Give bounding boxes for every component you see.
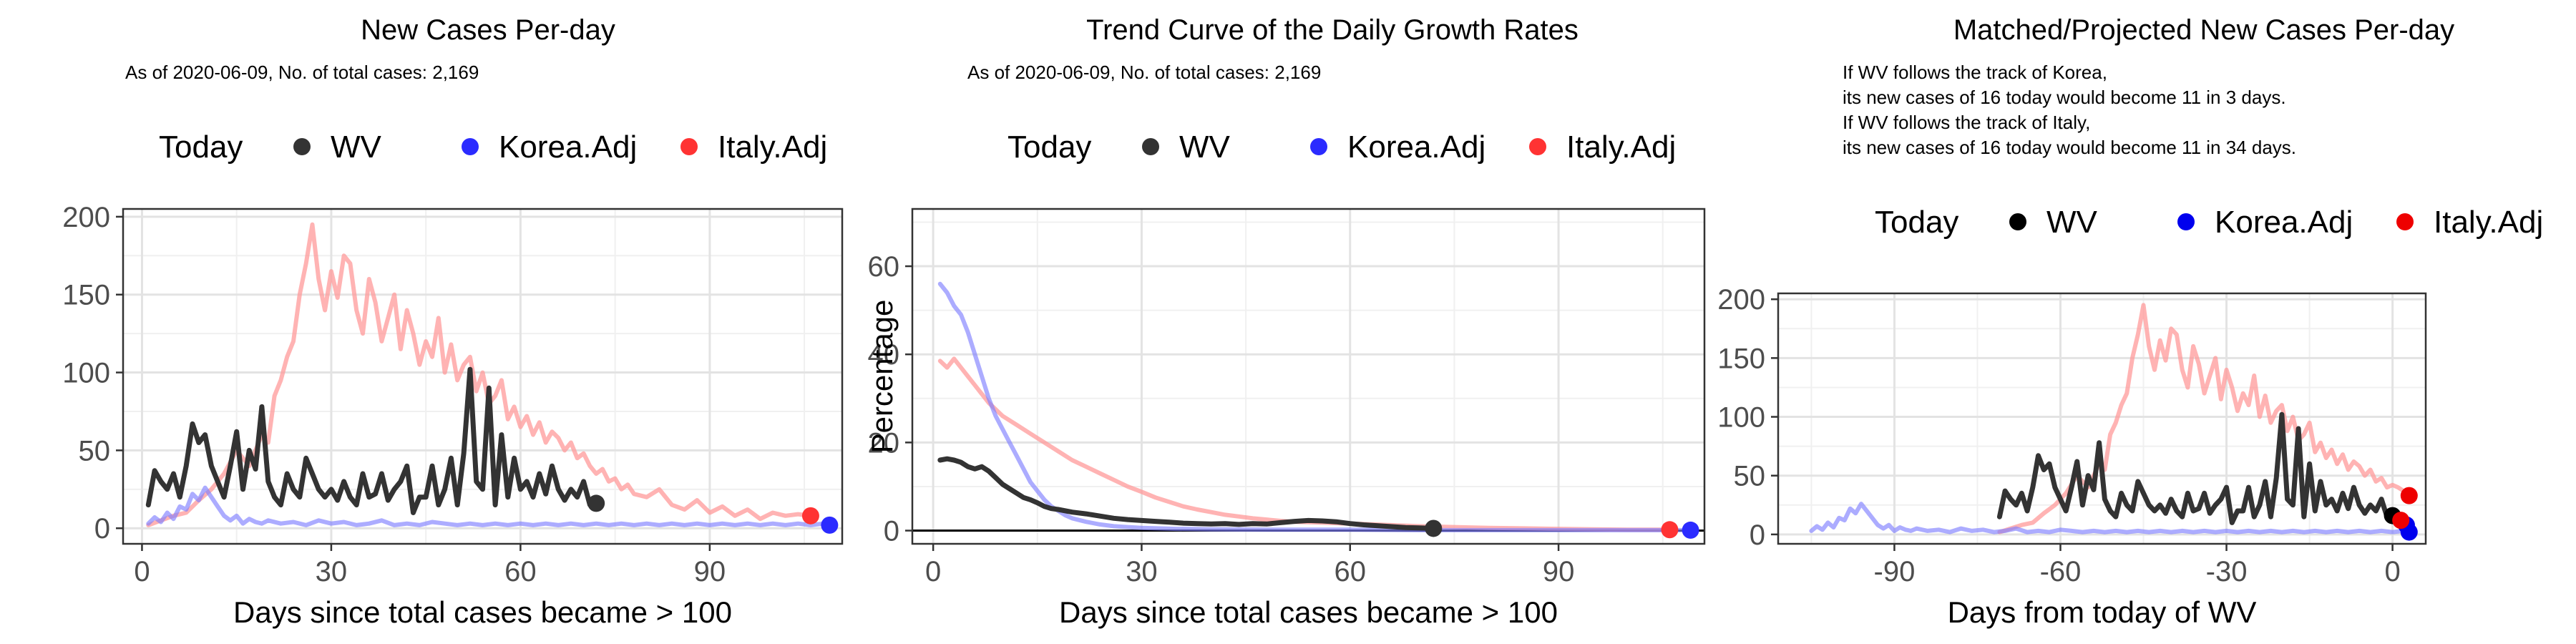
x-tick-label: 30: [316, 556, 348, 587]
legend-label: WV: [331, 130, 382, 165]
y-tick-label: 200: [62, 202, 110, 233]
today-point-wv: [587, 494, 605, 512]
y-tick-label: 150: [62, 280, 110, 311]
grid: [1778, 293, 2426, 544]
legend-label: Korea.Adj: [499, 130, 637, 165]
x-tick-label: 0: [925, 556, 941, 587]
y-tick-label: 100: [62, 358, 110, 389]
chart-note: If WV follows the track of Italy,: [1843, 112, 2090, 133]
x-tick-label: -30: [2206, 556, 2248, 587]
chart-panel-3: Matched/Projected New Cases Per-day If WV…: [1717, 14, 2543, 629]
today-point-korea-adj: [821, 516, 839, 534]
chart-title: Matched/Projected New Cases Per-day: [1953, 14, 2454, 46]
chart-note: As of 2020-06-09, No. of total cases: 2,…: [125, 62, 479, 83]
legend-label: Italy.Adj: [2434, 205, 2543, 240]
plot-border: [1777, 292, 2427, 545]
y-tick-label: 0: [94, 513, 110, 545]
legend-label: Italy.Adj: [1566, 130, 1676, 165]
x-tick-label: 90: [1543, 556, 1575, 587]
y-tick-label: 100: [1717, 402, 1765, 434]
legend-marker-korea-adj: [2177, 213, 2195, 230]
x-tick-label: 0: [134, 556, 150, 587]
legend-marker-italy-adj: [1529, 138, 1546, 155]
legend-marker-wv: [293, 138, 311, 155]
legend-marker-korea-adj: [462, 138, 479, 155]
series-line-italy-adj: [146, 222, 813, 527]
plot-background: [1778, 293, 2426, 544]
x-tick-label: 30: [1126, 556, 1158, 587]
plot-border: [911, 208, 1706, 545]
legend: Today WV Korea.Adj Italy.Adj: [1008, 130, 1676, 165]
chart-panel-1: New Cases Per-day As of 2020-06-09, No. o…: [62, 14, 844, 629]
series-line-wv: [1996, 411, 2396, 525]
series-line-korea-adj: [1809, 502, 2411, 535]
x-tick-label: 60: [504, 556, 537, 587]
legend-label: Korea.Adj: [1347, 130, 1485, 165]
today-point-italy-adj: [1661, 521, 1679, 539]
legend-title: Today: [159, 130, 243, 165]
y-tick-label: 20: [868, 427, 900, 459]
series-line-wv: [937, 456, 1436, 531]
y-tick-label: 50: [79, 435, 111, 467]
chart-title: New Cases Per-day: [361, 14, 615, 46]
y-tick-label: 0: [884, 516, 899, 547]
legend-title: Today: [1008, 130, 1091, 165]
today-point-italy-adj: [2392, 512, 2410, 530]
legend-label: Korea.Adj: [2215, 205, 2353, 240]
x-tick-label: 90: [694, 556, 726, 587]
y-tick-label: 40: [868, 339, 900, 371]
plot-background: [912, 209, 1704, 544]
chart-note: its new cases of 16 today would become 1…: [1843, 137, 2296, 158]
legend: Today WV Korea.Adj Italy.Adj: [1875, 205, 2543, 240]
x-tick-label: 60: [1335, 556, 1367, 587]
series-line-korea-adj: [146, 485, 832, 527]
legend-label: Italy.Adj: [718, 130, 827, 165]
legend-title: Today: [1875, 205, 1958, 240]
grid: [912, 209, 1704, 544]
x-axis-title: Days since total cases became > 100: [1059, 595, 1558, 629]
y-axis-title: Percentage: [865, 300, 899, 454]
legend-label: WV: [1179, 130, 1231, 165]
x-axis-title: Days from today of WV: [1948, 595, 2257, 629]
x-tick-label: -60: [2040, 556, 2082, 587]
chart-title: Trend Curve of the Daily Growth Rates: [1086, 14, 1579, 46]
legend-marker-korea-adj: [1310, 138, 1327, 155]
y-tick-label: 0: [1750, 519, 1765, 551]
y-tick-label: 200: [1717, 284, 1765, 316]
y-tick-label: 150: [1717, 343, 1765, 374]
today-point-korea-adj: [1682, 521, 1699, 539]
x-tick-label: 0: [2384, 556, 2400, 587]
today-point-italy-adj: [2400, 487, 2418, 504]
chart-note: its new cases of 16 today would become 1…: [1843, 87, 2286, 108]
plot-border: [122, 208, 844, 545]
chart-panel-2: Trend Curve of the Daily Growth Rates As …: [865, 14, 1706, 629]
x-axis-title: Days since total cases became > 100: [233, 595, 732, 629]
today-point-wv: [1425, 519, 1443, 537]
y-tick-label: 50: [1734, 461, 1766, 492]
series-line-italy-adj: [1997, 303, 2411, 535]
legend-marker-italy-adj: [2396, 213, 2414, 230]
legend-marker-italy-adj: [680, 138, 698, 155]
legend: Today WV Korea.Adj Italy.Adj: [159, 130, 827, 165]
legend-marker-wv: [2009, 213, 2026, 230]
chart-note: If WV follows the track of Korea,: [1843, 62, 2107, 83]
legend-label: WV: [2046, 205, 2098, 240]
x-tick-label: -90: [1874, 556, 1916, 587]
legend-marker-wv: [1142, 138, 1159, 155]
chart-note: As of 2020-06-09, No. of total cases: 2,…: [967, 62, 1321, 83]
series-line-wv: [145, 366, 599, 515]
today-point-italy-adj: [801, 507, 819, 525]
y-tick-label: 60: [868, 251, 900, 283]
